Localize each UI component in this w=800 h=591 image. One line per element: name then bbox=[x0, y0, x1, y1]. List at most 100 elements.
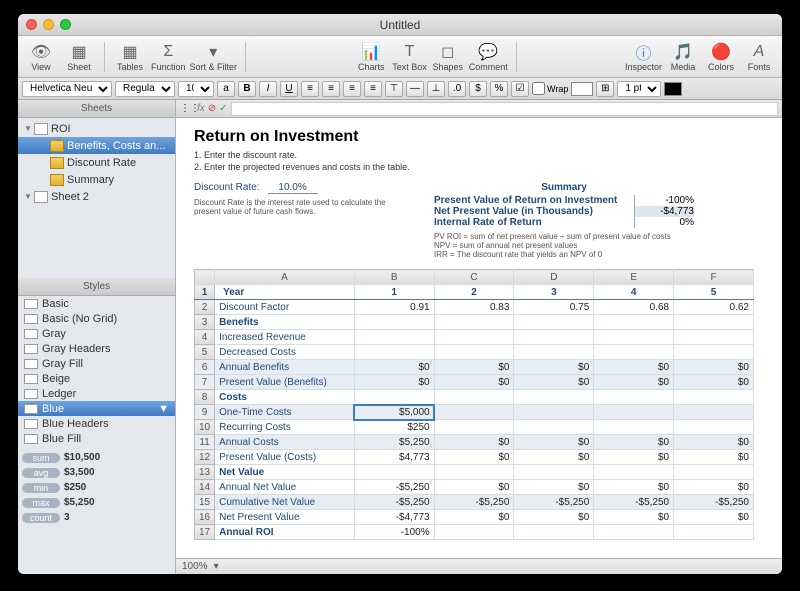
column-header[interactable]: C bbox=[434, 270, 514, 285]
cell[interactable]: -$4,773 bbox=[354, 510, 434, 525]
colors-button[interactable]: 🔴Colors bbox=[704, 38, 738, 76]
cell[interactable] bbox=[434, 315, 514, 330]
cell[interactable] bbox=[434, 525, 514, 540]
cell[interactable] bbox=[434, 390, 514, 405]
style-item[interactable]: Blue Headers bbox=[18, 416, 175, 431]
cell[interactable]: $0 bbox=[514, 450, 594, 465]
align-left-button[interactable]: ≡ bbox=[301, 81, 319, 97]
valign-bottom-button[interactable]: ⊥ bbox=[427, 81, 445, 97]
cell[interactable] bbox=[674, 330, 754, 345]
cell[interactable]: -100% bbox=[354, 525, 434, 540]
cell[interactable]: $0 bbox=[594, 435, 674, 450]
fill-color-swatch[interactable] bbox=[571, 82, 593, 96]
cell[interactable]: -$5,250 bbox=[354, 495, 434, 510]
cell[interactable]: -$5,250 bbox=[434, 495, 514, 510]
cell[interactable] bbox=[514, 525, 594, 540]
zoom-dropdown-icon[interactable]: ▾ bbox=[214, 561, 219, 572]
cell[interactable]: $0 bbox=[674, 450, 754, 465]
cell[interactable] bbox=[594, 465, 674, 480]
style-item[interactable]: Blue Fill bbox=[18, 431, 175, 446]
cell[interactable]: $0 bbox=[674, 435, 754, 450]
valign-middle-button[interactable]: — bbox=[406, 81, 424, 97]
cell[interactable] bbox=[674, 405, 754, 420]
cell[interactable]: $5,250 bbox=[354, 435, 434, 450]
cell[interactable] bbox=[594, 345, 674, 360]
cell[interactable] bbox=[514, 345, 594, 360]
wrap-checkbox[interactable]: Wrap bbox=[532, 82, 568, 95]
style-item[interactable]: Basic (No Grid) bbox=[18, 311, 175, 326]
cell[interactable] bbox=[594, 330, 674, 345]
cell[interactable]: $4,773 bbox=[354, 450, 434, 465]
cell[interactable] bbox=[594, 390, 674, 405]
cell[interactable] bbox=[674, 345, 754, 360]
column-header[interactable]: D bbox=[514, 270, 594, 285]
cell[interactable] bbox=[434, 405, 514, 420]
cell[interactable] bbox=[674, 420, 754, 435]
fx-handle-icon[interactable]: ⋮⋮ bbox=[180, 103, 194, 114]
cell[interactable]: $0 bbox=[594, 510, 674, 525]
cell[interactable]: $0 bbox=[434, 450, 514, 465]
column-header[interactable]: E bbox=[594, 270, 674, 285]
underline-button[interactable]: U bbox=[280, 81, 298, 97]
cell[interactable]: $0 bbox=[674, 360, 754, 375]
cell[interactable] bbox=[354, 330, 434, 345]
shapes-button[interactable]: ◻Shapes bbox=[431, 38, 465, 76]
cell[interactable] bbox=[514, 405, 594, 420]
cell[interactable] bbox=[594, 420, 674, 435]
cell[interactable]: $0 bbox=[354, 360, 434, 375]
sort-filter-button[interactable]: ▾Sort & Filter bbox=[190, 38, 238, 76]
decimal-button[interactable]: .0 bbox=[448, 81, 466, 97]
cell[interactable]: $250 bbox=[354, 420, 434, 435]
style-item[interactable]: Blue▼ bbox=[18, 401, 175, 416]
row-header[interactable]: 15 bbox=[195, 495, 215, 510]
textbox-button[interactable]: TText Box bbox=[392, 38, 427, 76]
row-header[interactable]: 14 bbox=[195, 480, 215, 495]
column-header[interactable] bbox=[195, 270, 215, 285]
tree-item[interactable]: Benefits, Costs an... bbox=[18, 137, 175, 154]
cell[interactable]: 0.68 bbox=[594, 300, 674, 315]
tree-item[interactable]: Summary bbox=[18, 171, 175, 188]
cell[interactable]: $0 bbox=[434, 480, 514, 495]
style-item[interactable]: Gray Headers bbox=[18, 341, 175, 356]
media-button[interactable]: 🎵Media bbox=[666, 38, 700, 76]
cell[interactable] bbox=[354, 345, 434, 360]
cell[interactable]: $0 bbox=[514, 375, 594, 390]
border-color-swatch[interactable] bbox=[664, 82, 682, 96]
cell[interactable]: $0 bbox=[514, 510, 594, 525]
cell[interactable]: $0 bbox=[434, 435, 514, 450]
cell[interactable]: $5,000 bbox=[354, 405, 434, 420]
row-header[interactable]: 6 bbox=[195, 360, 215, 375]
cell[interactable]: $0 bbox=[514, 360, 594, 375]
column-header[interactable]: A bbox=[215, 270, 355, 285]
cell[interactable] bbox=[354, 390, 434, 405]
row-header[interactable]: 16 bbox=[195, 510, 215, 525]
cell[interactable]: $0 bbox=[514, 480, 594, 495]
cell[interactable] bbox=[434, 345, 514, 360]
discount-rate-value[interactable]: 10.0% bbox=[268, 182, 318, 194]
formula-input[interactable] bbox=[231, 102, 778, 116]
tree-item[interactable]: Discount Rate bbox=[18, 154, 175, 171]
row-header[interactable]: 2 bbox=[195, 300, 215, 315]
cell[interactable]: $0 bbox=[594, 450, 674, 465]
cell[interactable] bbox=[594, 525, 674, 540]
row-header[interactable]: 11 bbox=[195, 435, 215, 450]
row-header[interactable]: 4 bbox=[195, 330, 215, 345]
function-button[interactable]: ΣFunction bbox=[151, 38, 186, 76]
valign-top-button[interactable]: ⊤ bbox=[385, 81, 403, 97]
inspector-button[interactable]: ⓘInspector bbox=[625, 38, 662, 76]
style-item[interactable]: Gray Fill bbox=[18, 356, 175, 371]
cell[interactable] bbox=[354, 465, 434, 480]
align-justify-button[interactable]: ≡ bbox=[364, 81, 382, 97]
cell[interactable] bbox=[514, 315, 594, 330]
row-header[interactable]: 3 bbox=[195, 315, 215, 330]
comment-button[interactable]: 💬Comment bbox=[469, 38, 508, 76]
view-button[interactable]: 👁View bbox=[24, 38, 58, 76]
cell[interactable] bbox=[514, 390, 594, 405]
cell[interactable]: 0.62 bbox=[674, 300, 754, 315]
cell[interactable]: -$5,250 bbox=[674, 495, 754, 510]
style-item[interactable]: Beige bbox=[18, 371, 175, 386]
align-center-button[interactable]: ≡ bbox=[322, 81, 340, 97]
cell[interactable]: 0.91 bbox=[354, 300, 434, 315]
tree-item[interactable]: ▼ROI bbox=[18, 120, 175, 137]
cell[interactable]: $0 bbox=[434, 510, 514, 525]
